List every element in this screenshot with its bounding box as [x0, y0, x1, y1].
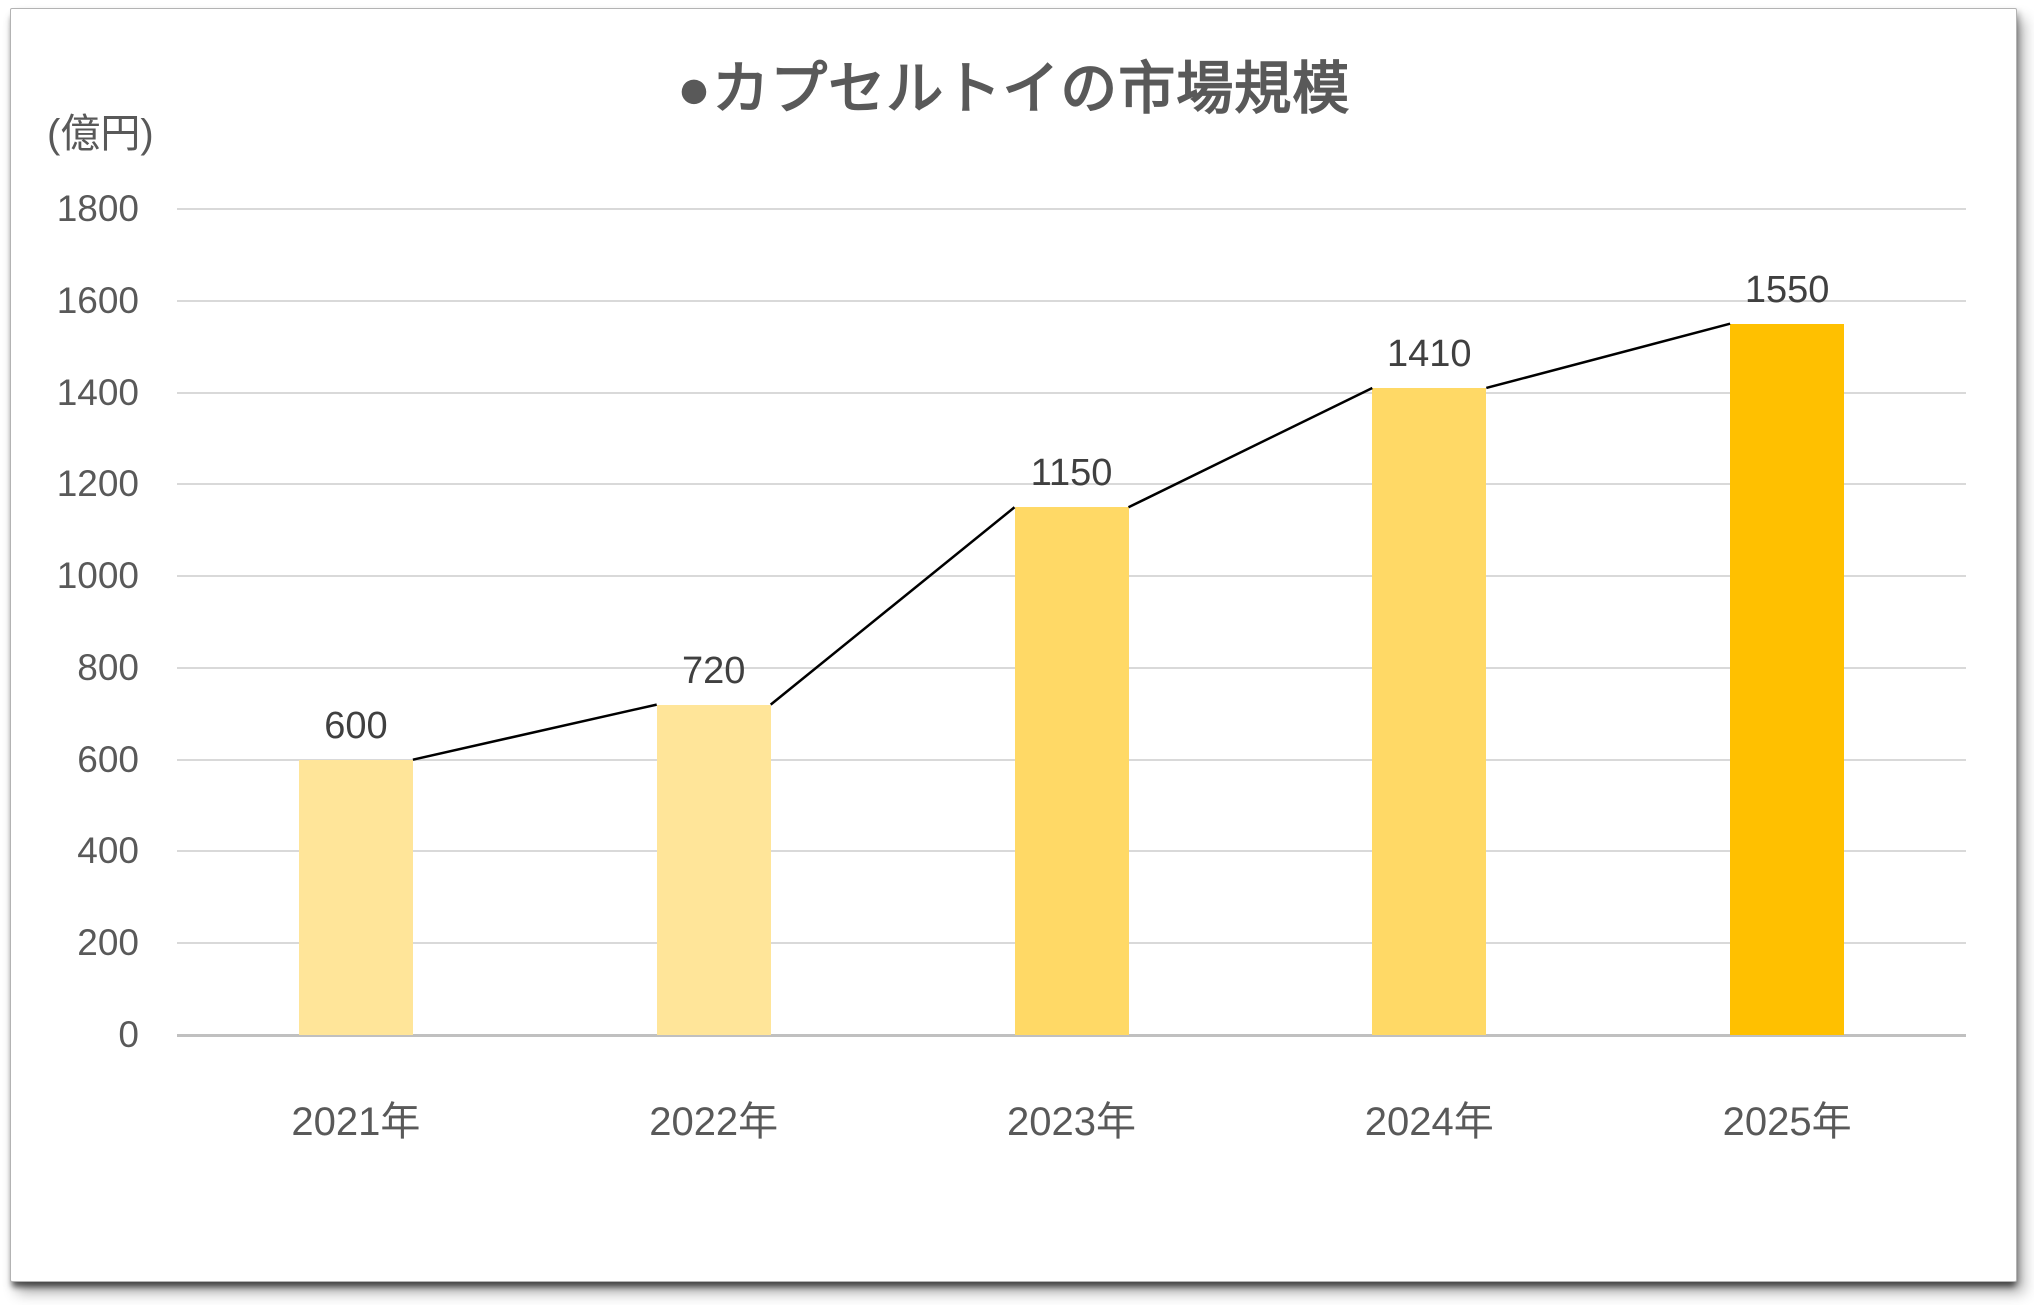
y-tick-label: 200: [77, 922, 139, 964]
y-tick-label: 0: [118, 1014, 139, 1055]
gridline: [177, 391, 1966, 394]
bar-2024年: [1372, 387, 1487, 1035]
bar-2021年: [298, 759, 413, 1035]
data-label: 1410: [1387, 332, 1472, 375]
y-tick-label: 400: [77, 830, 139, 872]
x-axis-label: 2021年: [291, 1100, 421, 1144]
bar-2025年: [1730, 323, 1845, 1035]
y-tick-label: 1600: [56, 279, 139, 321]
x-axis-label: 2024年: [1364, 1100, 1494, 1144]
y-tick-label: 1400: [56, 371, 139, 413]
bar-2022年: [656, 704, 771, 1035]
data-label: 600: [324, 704, 388, 747]
data-label: 720: [681, 649, 746, 692]
chart-title: ●カプセルトイの市場規模: [676, 57, 1351, 121]
y-tick-label: 800: [77, 646, 139, 688]
gridline: [177, 483, 1966, 486]
plot-area: 0 200 400 600 800 1000 1200 1400 1600 1800 600 2021…: [11, 9, 2016, 1281]
chart-card: ●カプセルトイの市場規模 (億円) 0 200 400 600 800 1000 1200 1…: [10, 8, 2017, 1282]
gridline: [177, 299, 1966, 302]
data-label: 1150: [1030, 452, 1113, 495]
y-axis-unit-label: (億円): [47, 112, 154, 156]
x-axis-label: 2023年: [1007, 1100, 1136, 1144]
gridline: [177, 208, 1966, 210]
data-label: 1550: [1744, 268, 1830, 311]
y-tick-label: 600: [77, 738, 139, 780]
y-tick-label: 1000: [56, 555, 139, 597]
y-tick-label: 1200: [56, 463, 139, 505]
x-axis-label: 2022年: [649, 1100, 779, 1144]
x-axis-label: 2025年: [1722, 1100, 1852, 1144]
y-tick-label: 1800: [56, 188, 139, 229]
bar-2023年: [1014, 507, 1129, 1035]
x-axis-line: [177, 1034, 1966, 1037]
